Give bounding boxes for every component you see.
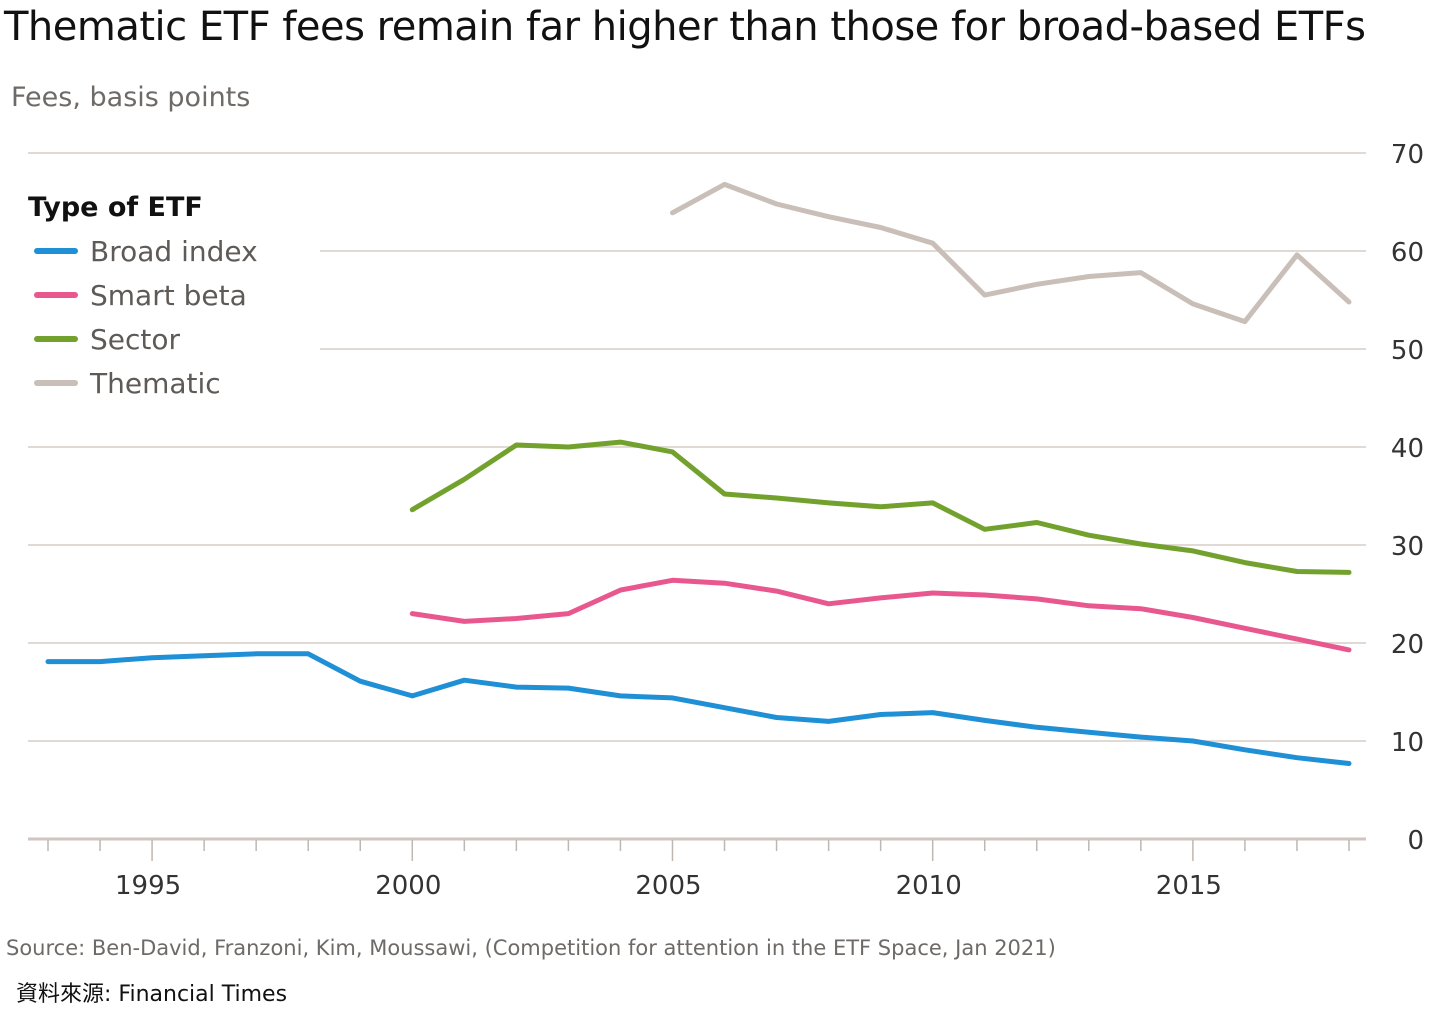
legend-item-broad-index: Broad index [28, 229, 258, 273]
series-line-smart-beta [409, 577, 1352, 653]
legend-swatch-thematic [34, 380, 78, 386]
legend-label: Smart beta [90, 278, 247, 312]
x-axis: 1995 2000 2005 2010 2015 [47, 840, 1350, 901]
legend-label: Thematic [90, 366, 221, 400]
x-tick-label: 1995 [115, 871, 181, 901]
legend-item-sector: Sector [28, 317, 258, 361]
legend-swatch-sector [34, 336, 78, 342]
legend: Type of ETF Broad index Smart beta Secto… [28, 192, 258, 405]
y-tick-label: 70 [1391, 140, 1424, 170]
y-tick-label: 0 [1407, 826, 1424, 856]
x-tick-label: 2010 [896, 871, 962, 901]
series-line-sector [409, 439, 1352, 575]
y-tick-label: 40 [1391, 434, 1424, 464]
legend-swatch-smart-beta [34, 292, 78, 298]
y-tick-label: 30 [1391, 532, 1424, 562]
series-line-thematic [670, 181, 1352, 325]
legend-item-smart-beta: Smart beta [28, 273, 258, 317]
legend-swatch-broad-index [34, 248, 78, 254]
y-tick-label: 50 [1391, 336, 1424, 366]
x-tick-label: 2005 [635, 871, 701, 901]
y-axis: 0 10 20 30 40 50 60 70 [1391, 140, 1424, 856]
y-tick-label: 10 [1391, 728, 1424, 758]
credit-note: 資料來源: Financial Times [16, 982, 288, 1007]
legend-title: Type of ETF [28, 192, 203, 223]
x-tick-label: 2015 [1156, 871, 1222, 901]
y-tick-label: 60 [1391, 238, 1424, 268]
series-line-broad-index [45, 651, 1352, 766]
x-tick-label: 2000 [375, 871, 441, 901]
legend-label: Broad index [90, 234, 258, 268]
chart-subtitle: Fees, basis points [11, 82, 251, 113]
chart-title: Thematic ETF fees remain far higher than… [4, 4, 1366, 50]
legend-item-thematic: Thematic [28, 361, 258, 405]
legend-label: Sector [90, 322, 181, 356]
series-lines [45, 181, 1352, 766]
source-note: Source: Ben-David, Franzoni, Kim, Moussa… [6, 936, 1056, 960]
y-tick-label: 20 [1391, 630, 1424, 660]
